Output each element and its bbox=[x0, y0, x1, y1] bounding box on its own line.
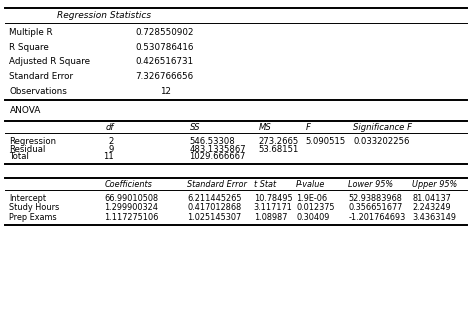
Text: Total: Total bbox=[9, 152, 29, 161]
Text: 66.99010508: 66.99010508 bbox=[104, 194, 158, 203]
Text: 0.356651677: 0.356651677 bbox=[348, 203, 402, 212]
Text: 483.1335867: 483.1335867 bbox=[190, 145, 246, 155]
Text: 0.426516731: 0.426516731 bbox=[135, 57, 193, 67]
Text: 0.033202256: 0.033202256 bbox=[353, 137, 410, 146]
Text: 273.2665: 273.2665 bbox=[258, 137, 299, 146]
Text: 81.04137: 81.04137 bbox=[412, 194, 451, 203]
Text: Residual: Residual bbox=[9, 145, 46, 155]
Text: 0.30409: 0.30409 bbox=[296, 213, 329, 222]
Text: P-value: P-value bbox=[296, 180, 326, 189]
Text: 10.78495: 10.78495 bbox=[254, 194, 292, 203]
Text: 12: 12 bbox=[160, 87, 171, 96]
Text: Study Hours: Study Hours bbox=[9, 203, 60, 212]
Text: ANOVA: ANOVA bbox=[9, 106, 41, 115]
Text: 1.08987: 1.08987 bbox=[254, 213, 287, 222]
Text: Adjusted R Square: Adjusted R Square bbox=[9, 57, 91, 67]
Text: Multiple R: Multiple R bbox=[9, 28, 53, 37]
Text: MS: MS bbox=[258, 123, 271, 132]
Text: Prep Exams: Prep Exams bbox=[9, 213, 57, 222]
Text: Upper 95%: Upper 95% bbox=[412, 180, 457, 189]
Text: Observations: Observations bbox=[9, 87, 67, 96]
Text: Intercept: Intercept bbox=[9, 194, 46, 203]
Text: 9: 9 bbox=[109, 145, 114, 155]
Text: Lower 95%: Lower 95% bbox=[348, 180, 393, 189]
Text: R Square: R Square bbox=[9, 43, 49, 52]
Text: Significance F: Significance F bbox=[353, 123, 412, 132]
Text: SS: SS bbox=[190, 123, 200, 132]
Text: 3.117171: 3.117171 bbox=[254, 203, 292, 212]
Text: 52.93883968: 52.93883968 bbox=[348, 194, 402, 203]
Text: 1029.666667: 1029.666667 bbox=[190, 152, 246, 161]
Text: -1.201764693: -1.201764693 bbox=[348, 213, 406, 222]
Text: 11: 11 bbox=[103, 152, 114, 161]
Text: 7.326766656: 7.326766656 bbox=[135, 72, 193, 81]
Text: Standard Error: Standard Error bbox=[9, 72, 73, 81]
Text: 2.243249: 2.243249 bbox=[412, 203, 451, 212]
Text: 5.090515: 5.090515 bbox=[306, 137, 346, 146]
Text: 3.4363149: 3.4363149 bbox=[412, 213, 456, 222]
Text: 2: 2 bbox=[109, 137, 114, 146]
Text: 546.53308: 546.53308 bbox=[190, 137, 236, 146]
Text: 0.530786416: 0.530786416 bbox=[135, 43, 193, 52]
Text: 53.68151: 53.68151 bbox=[258, 145, 299, 155]
Text: F: F bbox=[306, 123, 310, 132]
Text: Standard Error: Standard Error bbox=[187, 180, 247, 189]
Text: 6.211445265: 6.211445265 bbox=[187, 194, 242, 203]
Text: 0.012375: 0.012375 bbox=[296, 203, 335, 212]
Text: Coefficients: Coefficients bbox=[104, 180, 152, 189]
Text: 1.117275106: 1.117275106 bbox=[104, 213, 159, 222]
Text: 1.9E-06: 1.9E-06 bbox=[296, 194, 328, 203]
Text: df: df bbox=[105, 123, 114, 132]
Text: 0.728550902: 0.728550902 bbox=[135, 28, 193, 37]
Text: 1.299900324: 1.299900324 bbox=[104, 203, 158, 212]
Text: 1.025145307: 1.025145307 bbox=[187, 213, 241, 222]
Text: t Stat: t Stat bbox=[254, 180, 276, 189]
Text: 0.417012868: 0.417012868 bbox=[187, 203, 241, 212]
Text: Regression: Regression bbox=[9, 137, 56, 146]
Text: Regression Statistics: Regression Statistics bbox=[57, 11, 151, 20]
